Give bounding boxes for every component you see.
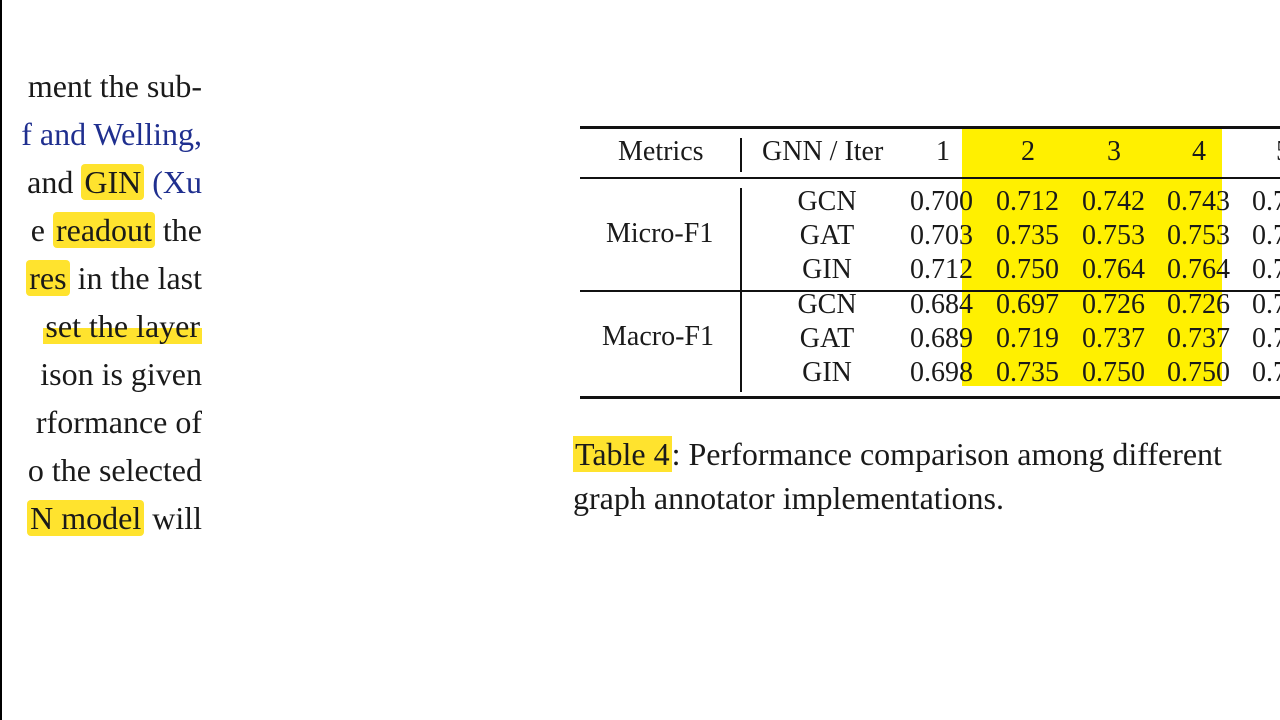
table-cell-value: 0.7 (1252, 289, 1280, 320)
left-text-line: f and Welling, (0, 110, 202, 158)
table-cell-value: 0.726 (1082, 289, 1145, 320)
table-cell-value: 0.689 (910, 323, 973, 354)
table-cell-value: 0.7 (1252, 357, 1280, 388)
table-bottom-rule (580, 396, 1280, 399)
table-body-vrule (740, 188, 742, 392)
text-run: will (144, 500, 202, 536)
table-cell-value: 0.719 (996, 323, 1059, 354)
table-cell-value: 0.750 (1082, 357, 1145, 388)
text-run: ison is given (40, 356, 202, 392)
highlighted-text-run: res (26, 260, 70, 296)
table-cell-value: 0.753 (1167, 220, 1230, 251)
header-iter-1: 1 (936, 136, 950, 167)
header-iter-4: 4 (1192, 136, 1206, 167)
model-label: GAT (799, 323, 855, 354)
highlighted-text-run: f and Welling, (21, 116, 202, 152)
table-cell-value: 0.737 (1167, 323, 1230, 354)
results-table: Metrics GNN / Iter 1 2 3 4 5 Micro-F1 GCN… (580, 126, 1280, 402)
table-group-rule (580, 290, 1280, 292)
table-header-vrule (740, 138, 742, 172)
highlighted-text-run: (Xu (144, 164, 202, 200)
text-run: rformance of (35, 404, 202, 440)
text-run: ment the sub- (27, 68, 202, 104)
table-cell-value: 0.700 (910, 186, 973, 217)
highlighted-text-run: set the layer (43, 308, 202, 344)
table-cell-value: 0.697 (996, 289, 1059, 320)
table-cell-value: 0.7 (1252, 186, 1280, 217)
model-label: GAT (799, 220, 855, 251)
header-metrics: Metrics (618, 136, 704, 167)
metric-label: Micro-F1 (606, 218, 714, 249)
left-text-line: ment the sub- (0, 62, 202, 110)
left-text-line: res in the last (0, 254, 202, 302)
table-cell-value: 0.764 (1082, 254, 1145, 285)
model-label: GCN (797, 186, 857, 217)
left-text-line: rformance of (0, 398, 202, 446)
table-cell-value: 0.750 (996, 254, 1059, 285)
text-run: the (154, 212, 202, 248)
table-cell-value: 0.7 (1252, 220, 1280, 251)
text-run: o the selected (27, 452, 202, 488)
table-top-rule (580, 126, 1280, 129)
caption-label: Table 4 (573, 436, 672, 472)
left-text-line: o the selected (0, 446, 202, 494)
model-label: GIN (802, 254, 852, 285)
table-cell-value: 0.735 (996, 357, 1059, 388)
table-cell-value: 0.743 (1167, 186, 1230, 217)
model-label: GIN (802, 357, 852, 388)
highlighted-text-run: N model (27, 500, 145, 536)
table-cell-value: 0.684 (910, 289, 973, 320)
table-cell-value: 0.7 (1252, 323, 1280, 354)
header-gnn-iter: GNN / Iter (762, 136, 884, 167)
text-run: e (30, 212, 53, 248)
left-text-line: set the layer (0, 302, 202, 350)
table-cell-value: 0.764 (1167, 254, 1230, 285)
table-cell-value: 0.735 (996, 220, 1059, 251)
page-left-edge (0, 0, 2, 720)
table-cell-value: 0.698 (910, 357, 973, 388)
highlighted-text-run: readout (52, 212, 155, 248)
text-run: in the last (69, 260, 202, 296)
left-text-line: N model will (0, 494, 202, 542)
table-cell-value: 0.742 (1082, 186, 1145, 217)
table-caption: Table 4: Performance comparison among di… (573, 432, 1280, 520)
highlight-band (962, 126, 1222, 386)
left-text-line: e readout the (0, 206, 202, 254)
header-iter-2: 2 (1021, 136, 1035, 167)
left-column-text: ment the sub-f and Welling, and GIN (Xu e … (0, 62, 202, 542)
table-cell-value: 0.703 (910, 220, 973, 251)
table-cell-value: 0.753 (1082, 220, 1145, 251)
table-cell-value: 0.712 (996, 186, 1059, 217)
table-cell-value: 0.726 (1167, 289, 1230, 320)
metric-label: Macro-F1 (602, 321, 714, 352)
caption-text-1: : Performance comparison among different (671, 436, 1222, 472)
caption-line-2: graph annotator implementations. (573, 480, 1004, 516)
model-label: GCN (797, 289, 857, 320)
highlighted-text-run: GIN (81, 164, 145, 200)
header-iter-3: 3 (1107, 136, 1121, 167)
table-cell-value: 0.737 (1082, 323, 1145, 354)
table-cell-value: 0.750 (1167, 357, 1230, 388)
caption-line-1: Table 4: Performance comparison among di… (573, 432, 1280, 476)
left-text-line: ison is given (0, 350, 202, 398)
table-cell-value: 0.712 (910, 254, 973, 285)
table-header-rule (580, 177, 1280, 179)
left-text-line: and GIN (Xu (0, 158, 202, 206)
header-iter-5: 5 (1276, 134, 1280, 170)
table-cell-value: 0.7 (1252, 254, 1280, 285)
text-run: and (27, 164, 82, 200)
